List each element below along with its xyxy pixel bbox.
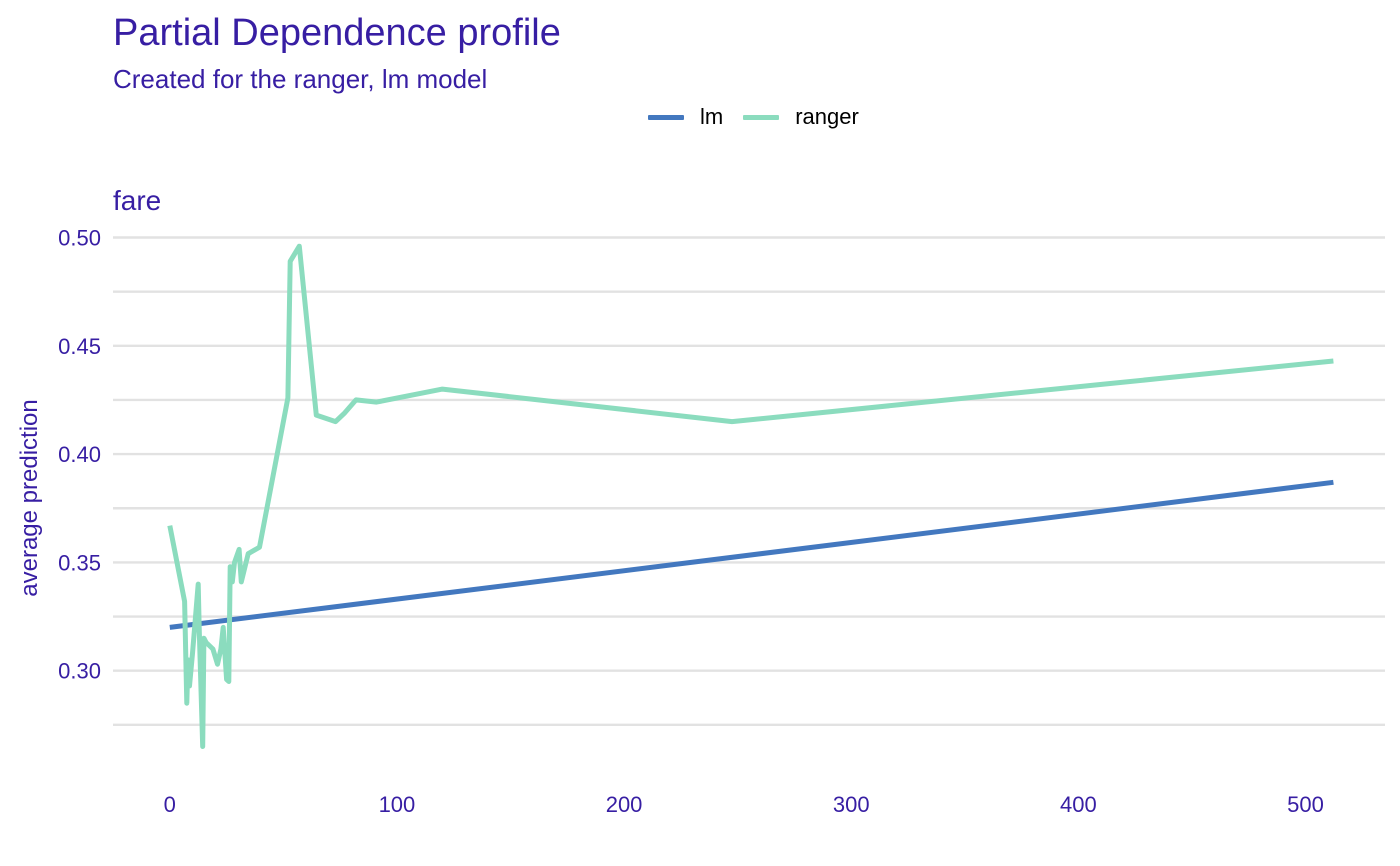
panel-title: fare [113, 185, 162, 216]
x-tick-label: 300 [833, 792, 870, 817]
gridlines [113, 236, 1385, 727]
legend-swatch-lm [648, 114, 684, 120]
legend-item-lm: lm [648, 104, 723, 130]
series-line-ranger [167, 243, 1334, 749]
y-tick-label: 0.35 [58, 550, 101, 575]
y-tick-label: 0.45 [58, 334, 101, 359]
x-tick-label: 400 [1060, 792, 1097, 817]
x-axis-ticks: 0 100 200 300 400 500 [164, 792, 1324, 817]
legend-label-lm: lm [700, 104, 724, 129]
legend-swatch-ranger [743, 114, 780, 120]
x-tick-label: 500 [1287, 792, 1324, 817]
legend-item-ranger: ranger [743, 104, 859, 130]
y-tick-label: 0.50 [58, 225, 101, 250]
x-tick-label: 200 [606, 792, 643, 817]
chart-title: Partial Dependence profile [113, 12, 561, 54]
chart-subtitle: Created for the ranger, lm model [113, 64, 488, 94]
y-tick-label: 0.40 [58, 442, 101, 467]
y-axis-title: average prediction [16, 399, 43, 596]
series-line-lm [169, 479, 1334, 630]
legend-label-ranger: ranger [795, 104, 859, 129]
legend: lm ranger [648, 103, 879, 131]
y-tick-label: 0.30 [58, 659, 101, 684]
series-lines [167, 243, 1334, 749]
x-tick-label: 100 [379, 792, 416, 817]
y-axis-ticks: 0.30 0.35 0.40 0.45 0.50 [58, 225, 101, 683]
x-tick-label: 0 [164, 792, 176, 817]
